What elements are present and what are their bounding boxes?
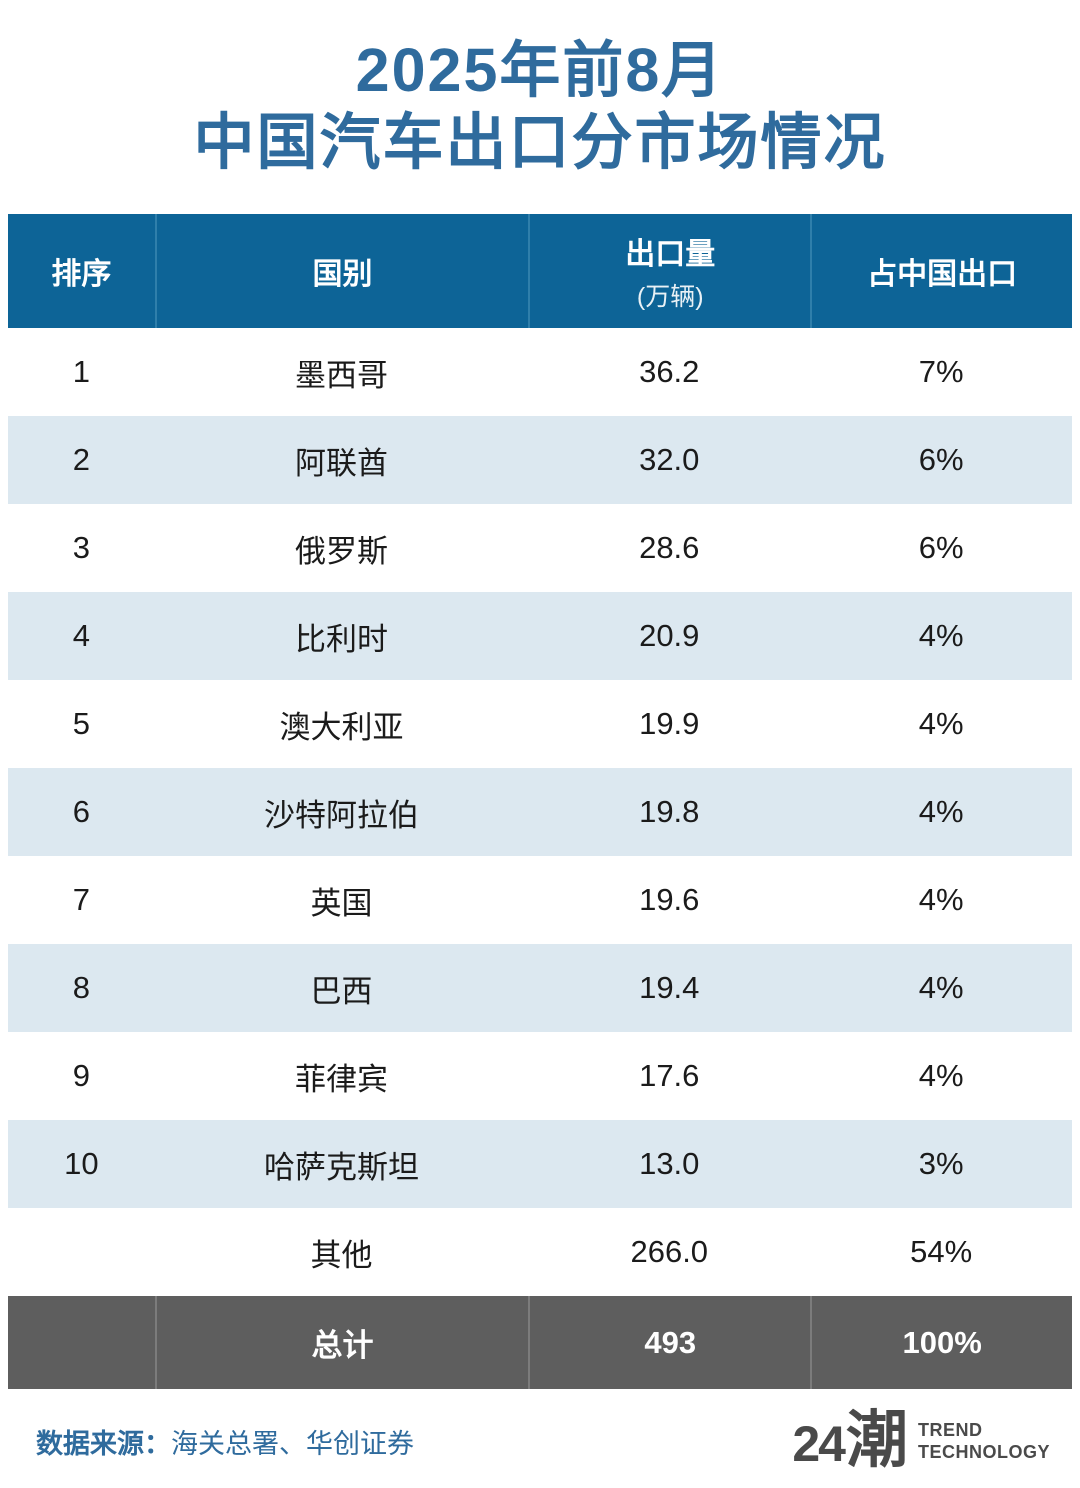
total-country-cell: 总计	[154, 1296, 528, 1389]
header-share-label: 占中国出口	[867, 258, 1018, 291]
table-row: 10 哈萨克斯坦 13.0 3%	[8, 1120, 1072, 1208]
cell-volume: 20.9	[639, 618, 700, 653]
table-row: 2 阿联酋 32.0 6%	[8, 416, 1072, 504]
brand-logo-number: 24	[792, 1416, 846, 1472]
cell-share: 7%	[918, 354, 964, 389]
cell-rank: 1	[72, 354, 91, 389]
table-row: 5 澳大利亚 19.9 4%	[8, 680, 1072, 768]
brand-logo-en: TREND TECHNOLOGY	[918, 1419, 1050, 1463]
cell-country: 澳大利亚	[279, 709, 404, 745]
cell-country: 巴西	[310, 973, 373, 1009]
brand-logo-char: 潮	[845, 1406, 908, 1475]
brand-logo-en-line2: TECHNOLOGY	[917, 1442, 1050, 1462]
cell-country: 墨西哥	[295, 357, 389, 393]
header-volume-unit: (万辆)	[636, 283, 704, 311]
brand-logo-en-line1: TREND	[917, 1420, 983, 1440]
total-volume-cell: 493	[528, 1296, 810, 1389]
page-title: 2025年前8月 中国汽车出口分市场情况	[0, 0, 1080, 178]
cell-rank: 6	[72, 794, 91, 829]
cell-rank: 3	[72, 530, 91, 565]
header-rank-label: 排序	[51, 258, 112, 291]
page-title-line1: 2025年前8月	[355, 36, 725, 104]
cell-volume: 36.2	[639, 354, 700, 389]
cell-rank: 10	[64, 1146, 99, 1181]
total-rank-cell	[8, 1296, 155, 1389]
cell-share: 4%	[918, 618, 964, 653]
total-share-cell: 100%	[810, 1296, 1072, 1389]
table-row: 其他 266.0 54%	[8, 1208, 1072, 1296]
header-volume: 出口量 (万辆)	[528, 214, 810, 328]
cell-rank: 8	[72, 970, 91, 1005]
cell-country: 阿联酋	[295, 445, 389, 481]
brand-logo: 24 潮 TREND TECHNOLOGY	[792, 1410, 1050, 1472]
cell-rank: 5	[72, 706, 91, 741]
cell-volume: 28.6	[639, 530, 700, 565]
page-title-line2: 中国汽车出口分市场情况	[193, 108, 887, 176]
cell-country: 比利时	[295, 621, 389, 657]
cell-volume: 13.0	[639, 1146, 700, 1181]
cell-share: 4%	[918, 706, 964, 741]
table-row: 8 巴西 19.4 4%	[8, 944, 1072, 1032]
footer: 数据来源：海关总署、华创证券 24 潮 TREND TECHNOLOGY	[0, 1398, 1080, 1484]
table-row: 9 菲律宾 17.6 4%	[8, 1032, 1072, 1120]
data-source: 数据来源：海关总署、华创证券	[36, 1422, 414, 1461]
table-row: 7 英国 19.6 4%	[8, 856, 1072, 944]
data-source-label: 数据来源：	[36, 1428, 171, 1459]
table-row: 4 比利时 20.9 4%	[8, 592, 1072, 680]
cell-volume: 17.6	[639, 1058, 700, 1093]
header-rank: 排序	[8, 214, 155, 328]
cell-share: 4%	[918, 794, 964, 829]
table-body: 1 墨西哥 36.2 7% 2 阿联酋 32.0 6% 3 俄罗斯 28.6 6% 4 比利时 20.9 4%…	[8, 328, 1072, 1296]
cell-country: 菲律宾	[295, 1061, 389, 1097]
header-country-label: 国别	[312, 258, 373, 291]
brand-logo-cn: 24 潮	[792, 1410, 908, 1472]
cell-rank: 7	[72, 882, 91, 917]
cell-share: 6%	[918, 442, 964, 477]
cell-volume: 19.4	[639, 970, 700, 1005]
cell-country: 哈萨克斯坦	[264, 1149, 420, 1185]
header-volume-label: 出口量	[625, 238, 716, 271]
cell-rank: 9	[72, 1058, 91, 1093]
cell-volume: 32.0	[639, 442, 700, 477]
cell-country: 沙特阿拉伯	[264, 797, 420, 833]
export-table: 排序 国别 出口量 (万辆) 占中国出口 1 墨西哥 36.2 7% 2 阿联酋 32.0 6…	[8, 214, 1072, 1389]
cell-share: 4%	[918, 970, 964, 1005]
cell-volume: 266.0	[630, 1234, 709, 1269]
table-row: 6 沙特阿拉伯 19.8 4%	[8, 768, 1072, 856]
cell-volume: 19.9	[639, 706, 700, 741]
table-row: 3 俄罗斯 28.6 6%	[8, 504, 1072, 592]
cell-rank: 4	[72, 618, 91, 653]
data-source-text: 海关总署、华创证券	[171, 1428, 414, 1459]
cell-rank	[8, 1208, 155, 1296]
cell-country: 其他	[310, 1237, 373, 1273]
table-row: 1 墨西哥 36.2 7%	[8, 328, 1072, 416]
table-header-row: 排序 国别 出口量 (万辆) 占中国出口	[8, 214, 1072, 328]
header-country: 国别	[154, 214, 528, 328]
header-share: 占中国出口	[810, 214, 1072, 328]
cell-share: 6%	[918, 530, 964, 565]
cell-volume: 19.6	[639, 882, 700, 917]
cell-country: 英国	[310, 885, 373, 921]
cell-share: 54%	[910, 1234, 973, 1269]
table-total-row: 总计 493 100%	[8, 1296, 1072, 1389]
cell-country: 俄罗斯	[295, 533, 389, 569]
cell-share: 4%	[918, 1058, 964, 1093]
cell-share: 3%	[918, 1146, 964, 1181]
cell-volume: 19.8	[639, 794, 700, 829]
cell-rank: 2	[72, 442, 91, 477]
cell-share: 4%	[918, 882, 964, 917]
